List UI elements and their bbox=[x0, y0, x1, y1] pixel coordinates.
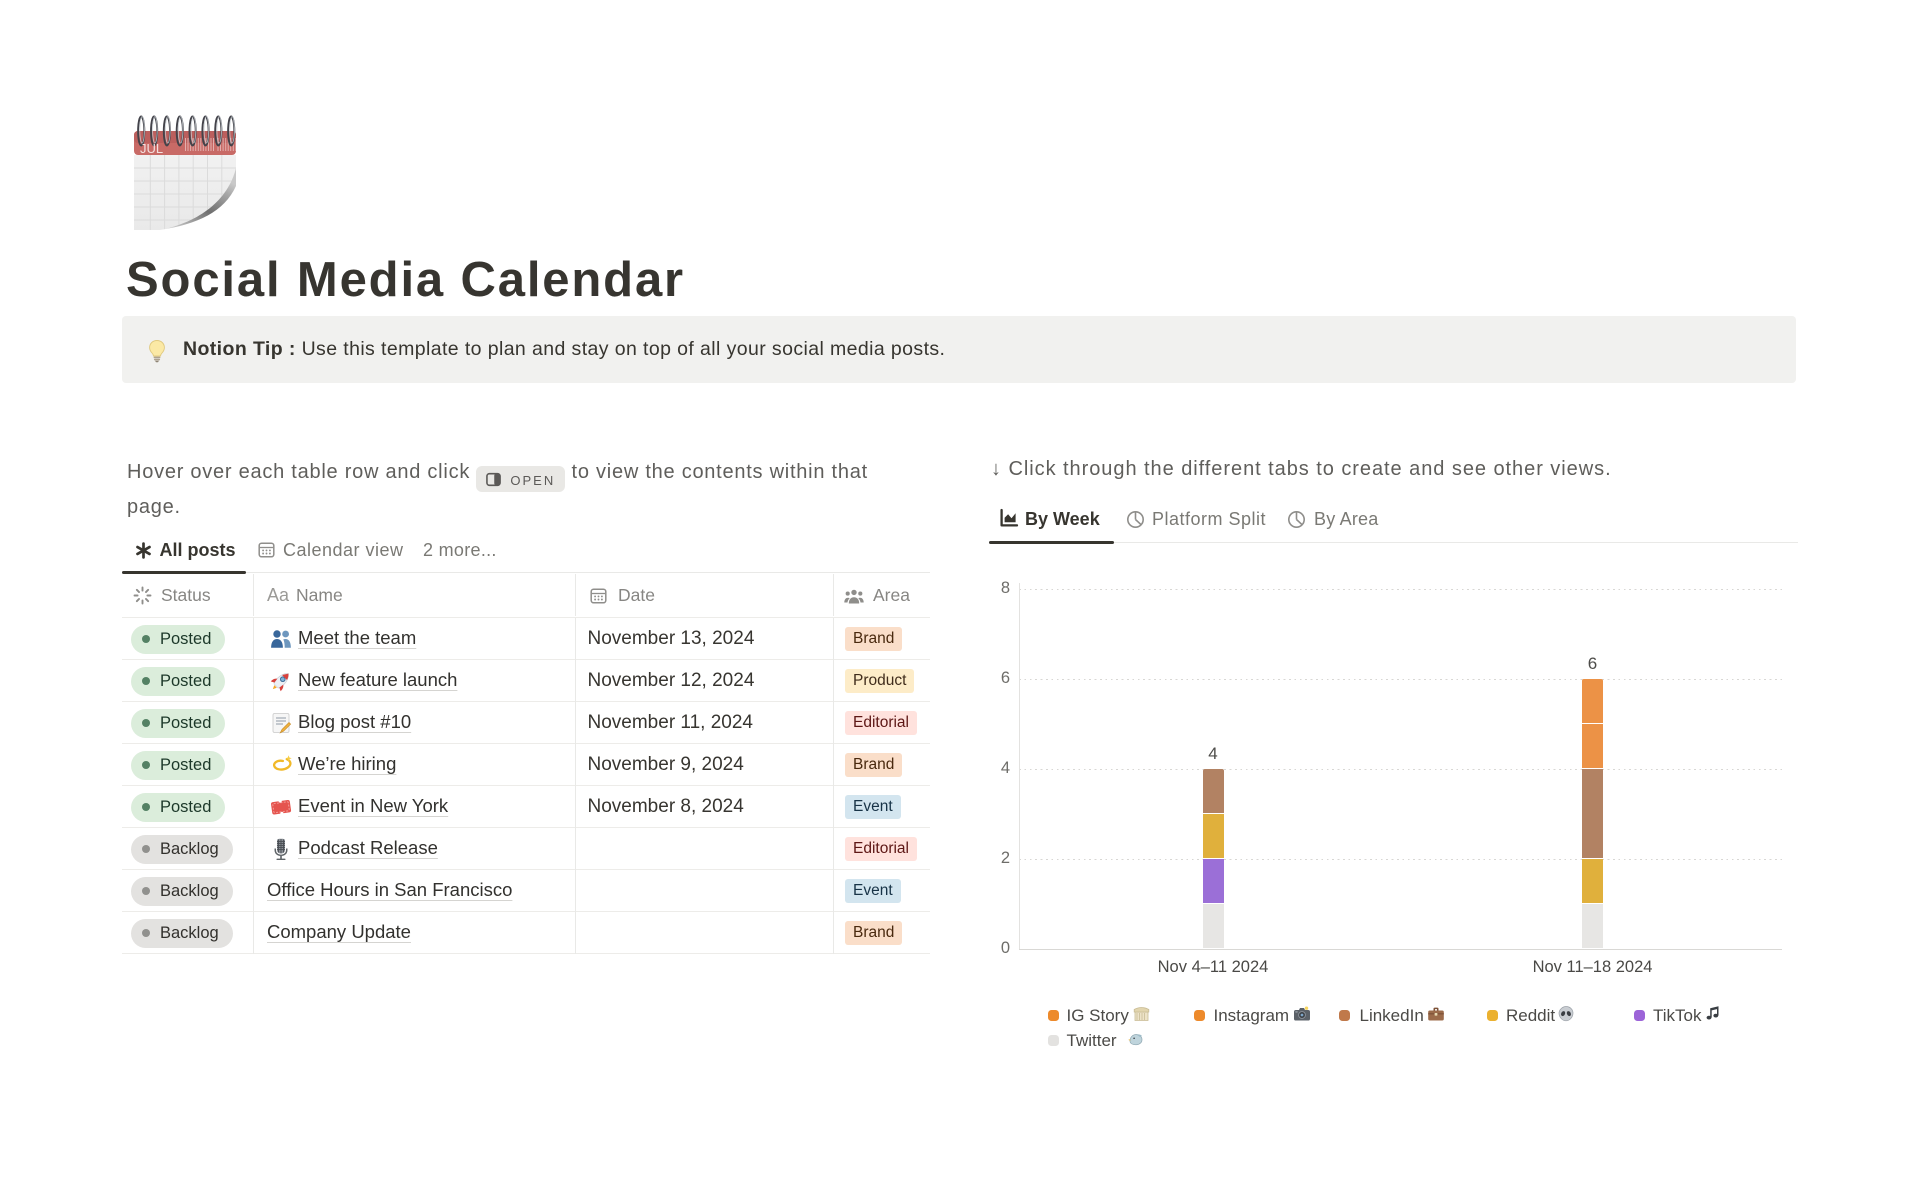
svg-text:JUL: JUL bbox=[140, 141, 163, 156]
